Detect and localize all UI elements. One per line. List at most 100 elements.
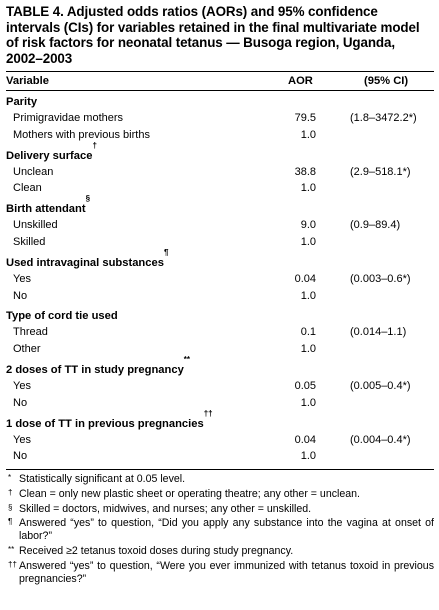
row-ci: (0.003–0.6*) xyxy=(350,272,411,285)
footnote: § Skilled = doctors, midwives, and nurses… xyxy=(6,503,434,516)
group-label: Parity xyxy=(6,94,434,110)
table-row: Yes 0.04 (0.004–0.4*) xyxy=(6,432,434,449)
row-variable: No xyxy=(13,289,28,302)
top-rule xyxy=(6,71,434,72)
footnote-reference: ¶ xyxy=(163,247,169,257)
row-variable: Other xyxy=(13,343,41,356)
row-variable: Unskilled xyxy=(13,219,58,232)
group-label-text: Birth attendant xyxy=(6,203,86,216)
row-aor: 38.8 xyxy=(294,165,316,178)
footnote: ¶ Answered “yes” to question, “Did you ap… xyxy=(6,517,434,543)
row-variable: Yes xyxy=(13,272,31,285)
footnote-text: Received ≥2 tetanus toxoid doses during … xyxy=(19,545,294,558)
row-aor: 1.0 xyxy=(300,343,316,356)
table-row: No 1.0 xyxy=(6,288,434,305)
header-ci: (95% CI) xyxy=(364,75,409,87)
row-ci: (2.9–518.1*) xyxy=(350,165,411,178)
footnote-text: Skilled = doctors, midwives, and nurses;… xyxy=(19,502,312,515)
row-aor: 0.05 xyxy=(294,379,316,392)
bottom-rule xyxy=(6,469,434,471)
row-variable: Primigravidae mothers xyxy=(13,112,124,124)
table-row: Yes 0.05 (0.005–0.4*) xyxy=(6,378,434,395)
footnote-reference: § xyxy=(85,194,91,204)
row-ci xyxy=(324,395,434,412)
row-aor: 9.0 xyxy=(300,219,316,232)
footnote-mark: * xyxy=(8,473,12,483)
row-variable: Yes xyxy=(13,433,31,446)
row-variable: No xyxy=(13,450,28,463)
variable-group: Used intravaginal substances¶ Yes 0.04 (0.0… xyxy=(6,248,434,305)
table-row: Primigravidae mothers 79.5 (1.8–3472.2*) xyxy=(6,110,434,127)
row-aor: 79.5 xyxy=(294,112,316,124)
table-row: Yes 0.04 (0.003–0.6*) xyxy=(6,271,434,288)
footnote-mark: § xyxy=(8,502,13,512)
row-aor: 0.1 xyxy=(300,326,316,339)
table-row: Thread 0.1 (0.014–1.1) xyxy=(6,324,434,341)
footnote-mark: † xyxy=(8,487,13,497)
row-ci xyxy=(324,180,434,197)
group-label: Birth attendant§ xyxy=(6,195,434,217)
group-label-text: Type of cord tie used xyxy=(6,310,118,323)
footnote-text: Statistically significant at 0.05 level. xyxy=(19,473,186,486)
row-aor: 0.04 xyxy=(294,433,316,446)
footnote-text: Answered “yes” to question, “Were you ev… xyxy=(19,559,434,586)
row-ci: (0.004–0.4*) xyxy=(350,433,411,446)
footnote-text: Answered “yes” to question, “Did you app… xyxy=(19,517,434,543)
group-label: 1 dose of TT in previous pregnancies†† xyxy=(6,409,434,432)
variable-group: 2 doses of TT in study pregnancy** Yes 0.0… xyxy=(6,355,434,412)
table-row: No 1.0 xyxy=(6,448,434,465)
row-variable: Yes xyxy=(13,379,31,392)
footnote-reference: †† xyxy=(203,408,213,418)
variable-group: Delivery surface† Unclean 38.8 (2.9–518.1*)… xyxy=(6,141,434,198)
footnote: †† Answered “yes” to question, “Were you … xyxy=(6,560,434,586)
group-label: 2 doses of TT in study pregnancy** xyxy=(6,355,434,378)
row-ci: (1.8–3472.2*) xyxy=(350,112,417,124)
row-ci xyxy=(324,341,434,358)
group-label-text: 2 doses of TT in study pregnancy xyxy=(6,363,184,376)
row-ci xyxy=(324,127,434,144)
row-ci: (0.005–0.4*) xyxy=(350,379,411,392)
footnote: * Statistically significant at 0.05 level… xyxy=(6,473,434,486)
footnote: † Clean = only new plastic sheet or opera… xyxy=(6,488,434,501)
variable-group: Parity Primigravidae mothers 79.5 (1.8–3472… xyxy=(6,94,434,144)
row-variable: Clean xyxy=(13,182,42,195)
row-variable: No xyxy=(13,396,28,409)
footnote-text: Clean = only new plastic sheet or operat… xyxy=(19,487,360,500)
table-row: Unclean 38.8 (2.9–518.1*) xyxy=(6,164,434,181)
row-variable: Thread xyxy=(13,326,48,339)
table-row: Unskilled 9.0 (0.9–89.4) xyxy=(6,217,434,234)
table-row: No 1.0 xyxy=(6,395,434,412)
row-ci: (0.014–1.1) xyxy=(350,326,407,339)
footnote-mark: ¶ xyxy=(8,517,13,527)
variable-group: Birth attendant§ Unskilled 9.0 (0.9–89.4) Sk… xyxy=(6,195,434,251)
header-aor: AOR xyxy=(288,75,313,87)
table-body: Parity Primigravidae mothers 79.5 (1.8–3472… xyxy=(6,91,434,465)
footnote-mark: †† xyxy=(8,559,17,569)
header-rule xyxy=(6,90,434,91)
footnote-reference: † xyxy=(92,140,97,150)
row-variable: Unclean xyxy=(13,165,54,178)
column-header-row: Variable AOR (95% CI) xyxy=(6,72,434,90)
footnote: ** Received ≥2 tetanus toxoid doses durin… xyxy=(6,545,434,558)
table-row: Clean 1.0 xyxy=(6,180,434,197)
row-ci: (0.9–89.4) xyxy=(350,219,401,232)
group-label: Used intravaginal substances¶ xyxy=(6,248,434,271)
group-label: Delivery surface† xyxy=(6,141,434,164)
row-aor: 1.0 xyxy=(300,128,316,141)
row-aor: 1.0 xyxy=(300,450,316,463)
group-label-text: Delivery surface xyxy=(6,149,93,162)
row-ci xyxy=(324,288,434,305)
row-aor: 1.0 xyxy=(300,182,316,195)
table-title: TABLE 4. Adjusted odds ratios (AORs) and… xyxy=(6,4,420,66)
row-variable: Mothers with previous births xyxy=(13,128,150,141)
group-label-text: 1 dose of TT in previous pregnancies xyxy=(6,417,204,430)
row-aor: 0.04 xyxy=(294,272,316,285)
group-label: Type of cord tie used xyxy=(6,308,434,324)
row-variable: Skilled xyxy=(13,235,46,248)
row-ci xyxy=(324,234,434,251)
row-aor: 1.0 xyxy=(300,396,316,409)
table-row: Other 1.0 xyxy=(6,341,434,358)
row-ci xyxy=(324,448,434,465)
variable-group: Type of cord tie used Thread 0.1 (0.014–1.1… xyxy=(6,308,434,358)
